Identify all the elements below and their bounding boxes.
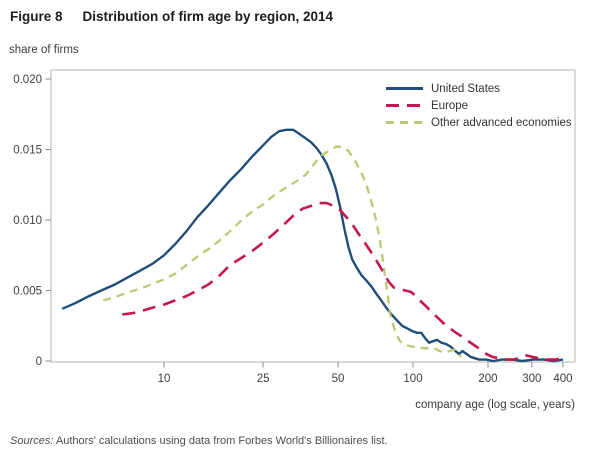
- series-line-other-advanced-economies: [102, 145, 462, 358]
- legend: United States Europe Other advanced econ…: [386, 80, 572, 131]
- legend-line-swatch-united-states: [386, 87, 423, 90]
- y-tick-label: 0.005: [13, 286, 42, 298]
- source-text: Authors' calculations using data from Fo…: [53, 435, 388, 447]
- legend-label: Other advanced economies: [431, 116, 572, 129]
- legend-label: United States: [431, 82, 501, 95]
- y-tick-label: 0.020: [13, 74, 42, 86]
- x-tick-label: 50: [332, 373, 345, 385]
- x-tick-label: 200: [478, 373, 497, 385]
- legend-line-swatch-europe: [386, 104, 423, 107]
- y-tick-label: 0.015: [13, 145, 42, 157]
- x-tick-label: 10: [158, 373, 171, 385]
- source-note: Sources: Authors' calculations using dat…: [10, 435, 388, 447]
- figure-title: Figure 8 Distribution of firm age by regi…: [10, 9, 333, 24]
- legend-item-europe: Europe: [386, 97, 572, 114]
- series-line-united-states: [61, 128, 564, 363]
- x-axis-title: company age (log scale, years): [415, 399, 575, 411]
- legend-label: Europe: [431, 99, 469, 112]
- x-tick-label: 100: [403, 373, 422, 385]
- legend-item-other-advanced-economies: Other advanced economies: [386, 114, 572, 131]
- x-tick-label: 300: [522, 373, 541, 385]
- x-tick-label: 400: [553, 373, 572, 385]
- plot-frame: [50, 69, 576, 363]
- y-tick-label: 0.010: [13, 215, 42, 227]
- source-label: Sources:: [10, 435, 54, 447]
- chart-title: Distribution of firm age by region, 2014: [82, 9, 334, 24]
- x-tick-label: 25: [257, 373, 270, 385]
- y-axis-title: share of firms: [9, 44, 79, 56]
- legend-line-swatch-other-advanced-economies: [386, 121, 423, 124]
- legend-item-united-states: United States: [386, 80, 572, 97]
- figure-label: Figure 8: [10, 9, 63, 24]
- y-tick-label: 0: [36, 356, 42, 368]
- series-line-europe: [122, 201, 564, 361]
